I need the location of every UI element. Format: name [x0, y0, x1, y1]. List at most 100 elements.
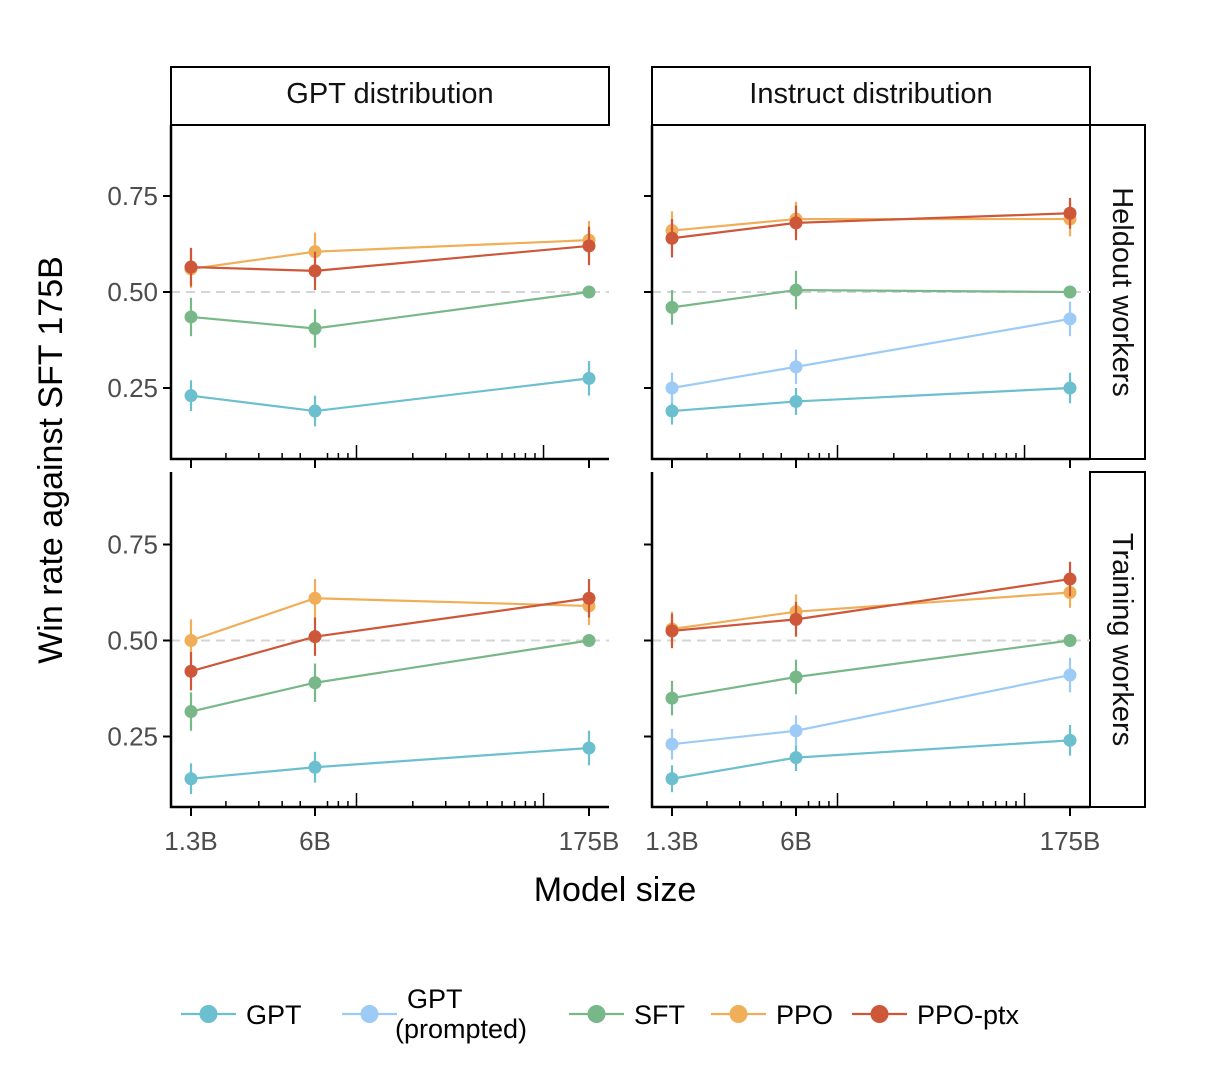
data-point-sft: [308, 321, 322, 335]
data-point-gpt-prompted: [665, 737, 679, 751]
series-line-gpt: [671, 386, 1071, 413]
data-point-gpt-prompted: [789, 360, 803, 374]
legend-label: PPO-ptx: [917, 1000, 1020, 1030]
x-tick-label: 1.3B: [164, 826, 218, 856]
panel: [644, 472, 1090, 816]
data-point-gpt: [789, 751, 803, 765]
x-tick-label: 1.3B: [645, 826, 699, 856]
legend-label: PPO: [776, 1000, 833, 1030]
data-point-ppo: [184, 634, 198, 647]
legend-key-marker: [587, 1005, 606, 1023]
data-point-ppo-ptx: [1063, 206, 1077, 220]
data-point-gpt: [789, 394, 803, 408]
data-point-ppo-ptx: [1063, 572, 1077, 586]
legend-key-marker: [729, 1005, 748, 1023]
data-point-gpt: [184, 389, 198, 403]
data-point-gpt-prompted: [1063, 668, 1077, 682]
data-point-gpt-prompted: [665, 381, 679, 395]
panel: [163, 125, 609, 468]
series-line-ppo: [671, 591, 1071, 631]
y-tick-label: 0.75: [107, 530, 158, 560]
row-strip-label: Heldout workers: [1106, 187, 1138, 397]
data-point-sft: [1063, 634, 1077, 647]
y-tick-label: 0.50: [107, 277, 158, 307]
x-tick-label: 6B: [780, 826, 812, 856]
column-strip-box: [170, 66, 610, 126]
series-line-gpt: [190, 746, 590, 780]
y-tick-label: 0.75: [107, 181, 158, 211]
data-point-sft: [582, 634, 596, 647]
y-tick-label: 0.25: [107, 373, 158, 403]
data-point-gpt: [665, 772, 679, 786]
series-line-gpt: [190, 377, 590, 413]
data-point-gpt: [582, 741, 596, 755]
series-line-sft: [190, 639, 590, 713]
data-point-sft: [665, 691, 679, 705]
data-point-gpt-prompted: [1063, 312, 1077, 326]
legend-label: SFT: [634, 1000, 685, 1030]
legend-key-marker: [870, 1005, 889, 1023]
legend-label: (prompted): [395, 1014, 527, 1044]
legend-label: GPT: [246, 1000, 302, 1030]
column-strip-label: Instruct distribution: [749, 78, 992, 110]
data-point-gpt: [665, 404, 679, 418]
column-strip-box: [651, 66, 1091, 126]
data-point-ppo-ptx: [184, 664, 198, 678]
legend-key-marker: [360, 1005, 379, 1023]
x-axis-title: Model size: [534, 871, 697, 909]
facet-strips: GPT distribution Instruct distribution Hel…: [170, 66, 1146, 808]
data-point-sft: [1063, 285, 1077, 299]
data-point-gpt: [308, 404, 322, 418]
data-point-gpt: [1063, 733, 1077, 747]
data-point-sft: [582, 285, 596, 299]
data-point-sft: [665, 300, 679, 314]
row-strip-label: Training workers: [1106, 533, 1138, 746]
data-point-sft: [308, 676, 322, 690]
series-line-ppo-ptx: [671, 577, 1071, 632]
data-point-ppo-ptx: [789, 216, 803, 230]
series-line-ppo: [190, 597, 590, 642]
row-strip-box: [1089, 124, 1146, 460]
data-point-ppo: [308, 591, 322, 605]
series-line-gpt: [671, 739, 1071, 780]
series-line-sft: [671, 639, 1071, 700]
data-point-ppo-ptx: [308, 264, 322, 278]
y-tick-label: 0.25: [107, 722, 158, 752]
panel: [644, 125, 1090, 468]
legend-label: GPT: [407, 984, 463, 1014]
column-strip-label: GPT distribution: [286, 78, 493, 110]
series-line-gpt-prompted: [671, 673, 1071, 746]
data-point-gpt-prompted: [789, 724, 803, 738]
series-line-gpt-prompted: [671, 317, 1071, 390]
series-line-sft: [190, 290, 590, 330]
x-tick-label: 175B: [1040, 826, 1101, 856]
data-point-ppo-ptx: [582, 591, 596, 605]
data-point-gpt: [1063, 381, 1077, 395]
data-point-ppo-ptx: [184, 260, 198, 274]
series-line-ppo-ptx: [190, 597, 590, 673]
data-point-sft: [789, 283, 803, 297]
data-point-gpt: [308, 760, 322, 774]
x-tick-label: 175B: [559, 826, 620, 856]
data-point-sft: [184, 705, 198, 719]
y-axis-title: Win rate against SFT 175B: [32, 256, 70, 664]
series-line-ppo-ptx: [190, 244, 590, 272]
data-point-ppo-ptx: [789, 612, 803, 626]
data-point-ppo-ptx: [308, 630, 322, 644]
data-point-ppo-ptx: [665, 231, 679, 245]
data-point-ppo-ptx: [582, 239, 596, 253]
x-tick-label: 6B: [299, 826, 331, 856]
chart-panels: [163, 125, 1090, 816]
y-tick-label: 0.50: [107, 626, 158, 656]
data-point-gpt: [184, 772, 198, 786]
panel: [163, 472, 609, 816]
data-point-sft: [789, 670, 803, 684]
row-strip-box: [1089, 471, 1146, 808]
data-point-gpt: [582, 371, 596, 385]
data-point-sft: [184, 310, 198, 324]
legend-key-marker: [199, 1005, 218, 1023]
data-point-ppo-ptx: [665, 624, 679, 638]
axis-tick-labels: 0.25 0.50 0.75 0.25 0.50 0.75 1.3B 6B 175B 1.3B 6B…: [107, 181, 1100, 856]
